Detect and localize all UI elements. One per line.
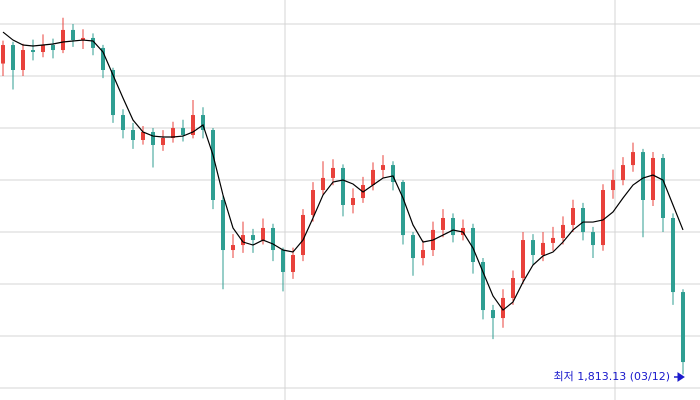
candle-body [171, 128, 175, 139]
candle-body [31, 50, 35, 53]
candle-body [231, 245, 235, 251]
candle-body [251, 235, 255, 241]
candle-body [221, 200, 225, 251]
candle-body [41, 45, 45, 53]
candle-body [21, 50, 25, 70]
candle-body [421, 250, 425, 259]
candle-body [271, 227, 275, 251]
candle-body [351, 198, 355, 205]
candle-body [321, 177, 325, 191]
candle-body [671, 217, 675, 293]
candle-body [141, 131, 145, 140]
candle-body [521, 240, 525, 279]
candle-body [571, 208, 575, 225]
candle-body [511, 278, 515, 298]
candle-body [291, 255, 295, 272]
candle-body [641, 152, 645, 200]
candle-body [241, 235, 245, 246]
candle-body [201, 115, 205, 131]
candle-body [651, 157, 655, 200]
candle-body [71, 29, 75, 41]
candle-body [11, 45, 15, 70]
candle-body [661, 157, 665, 218]
candle-body [91, 37, 95, 48]
candle-body [501, 297, 505, 319]
candle-body [391, 165, 395, 183]
candle-body [211, 130, 215, 200]
candle-body [261, 227, 265, 241]
candle-body [101, 47, 105, 70]
moving-average-layer [2, 31, 684, 311]
candle-body [591, 232, 595, 246]
candle-body [281, 250, 285, 272]
low-annotation: 최저 1,813.13 (03/12) [553, 370, 670, 383]
candle-body [631, 152, 635, 166]
candle-body [541, 242, 545, 256]
candle-body [331, 167, 335, 178]
candle-body [121, 115, 125, 131]
candle-body [81, 37, 85, 41]
candle-body [161, 138, 165, 145]
arrow-head [677, 372, 685, 382]
candle-body [111, 69, 115, 116]
candle-body [561, 224, 565, 238]
candle-body [611, 180, 615, 191]
candle-body [191, 115, 195, 135]
candle-body [151, 131, 155, 145]
candle-body [381, 165, 385, 170]
candle-body [51, 45, 55, 51]
candle-body [61, 29, 65, 51]
candle-body [581, 208, 585, 233]
candle-body [601, 190, 605, 246]
candle-body [551, 237, 555, 243]
candles [1, 17, 685, 375]
candle-body [181, 128, 185, 135]
candle-body [531, 240, 535, 256]
moving-average [2, 31, 684, 311]
candle-body [481, 261, 485, 311]
candle-body [451, 217, 455, 236]
candle-body [371, 169, 375, 186]
candle-body [131, 130, 135, 140]
candle-body [621, 165, 625, 181]
candle-body [401, 182, 405, 236]
candle-body [471, 227, 475, 262]
candle-body [301, 214, 305, 256]
candle-body [491, 310, 495, 319]
candle-body [411, 235, 415, 259]
candle-body [341, 167, 345, 205]
annotation-arrow [674, 372, 685, 382]
candle-body [1, 45, 5, 64]
candle-body [441, 217, 445, 230]
candle-body [681, 292, 685, 363]
candle-body [311, 190, 315, 215]
grid [0, 23, 700, 389]
